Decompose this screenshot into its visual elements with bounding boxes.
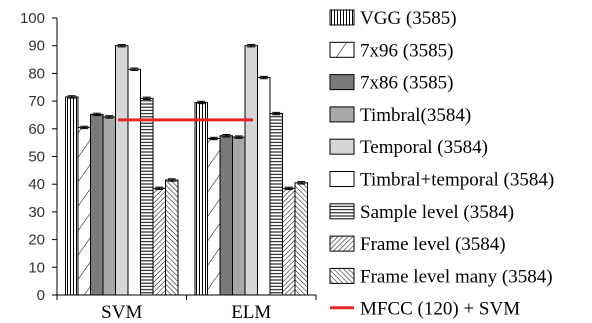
- legend-label: Frame level (3584): [360, 234, 506, 255]
- bar: [282, 187, 296, 296]
- legend-label: Timbral+temporal (3584): [360, 170, 554, 191]
- bar: [269, 113, 283, 296]
- bar: [140, 97, 154, 296]
- bar: [90, 113, 104, 296]
- legend-label: 7x86 (3585): [360, 73, 453, 94]
- bar: [127, 68, 141, 296]
- x-tick-label: SVM: [101, 302, 142, 323]
- bar: [165, 179, 179, 296]
- legend: VGG (3585) 7x96 (3585) 7x86 (3585) Timbral(…: [329, 8, 554, 320]
- legend-swatch: [329, 106, 355, 123]
- legend-label-reference: MFCC (120) + SVM: [360, 299, 520, 320]
- y-tick-label: 20: [28, 232, 45, 249]
- bar: [257, 77, 271, 296]
- y-tick-label: 100: [20, 10, 45, 27]
- y-tick-label: 80: [28, 65, 45, 82]
- bars: [65, 44, 308, 296]
- legend-swatch: [329, 138, 355, 155]
- bar: [207, 137, 221, 296]
- x-tick-label: ELM: [231, 302, 271, 323]
- y-tick-label: 30: [28, 204, 45, 221]
- legend-swatch: [329, 171, 355, 187]
- legend-label: Frame level many (3584): [360, 266, 553, 287]
- legend-label: 7x96 (3585): [360, 40, 453, 61]
- legend-swatch: [329, 267, 355, 284]
- legend-swatch: [329, 203, 355, 220]
- bar: [219, 135, 233, 296]
- bar: [194, 101, 208, 296]
- bar: [102, 116, 116, 296]
- y-tick-label: 50: [28, 149, 45, 166]
- y-tick-label: 90: [28, 38, 45, 55]
- y-tick-label: 0: [37, 287, 45, 304]
- legend-label: Timbral(3584): [360, 105, 471, 126]
- legend-label: VGG (3585): [360, 8, 457, 29]
- legend-swatch: [329, 9, 355, 26]
- bar: [232, 136, 246, 296]
- bar: [115, 45, 129, 296]
- legend-swatch: [329, 235, 355, 252]
- y-tick-label: 10: [28, 259, 45, 276]
- y-tick-label: 40: [28, 176, 45, 193]
- y-tick-label: 70: [28, 93, 45, 110]
- bar: [65, 96, 79, 296]
- legend-label: Sample level (3584): [360, 202, 514, 223]
- bar: [152, 187, 166, 296]
- x-axis: SVM ELM: [56, 294, 317, 323]
- legend-label: Temporal (3584): [360, 137, 488, 158]
- bar: [244, 45, 258, 296]
- y-axis: 0 10 20 30 40 50 60 70 80 90 100: [20, 10, 58, 304]
- legend-swatch: [329, 41, 355, 58]
- legend-swatch: [329, 74, 355, 91]
- bar: [294, 182, 308, 296]
- bar: [77, 126, 91, 296]
- y-tick-label: 60: [28, 121, 45, 138]
